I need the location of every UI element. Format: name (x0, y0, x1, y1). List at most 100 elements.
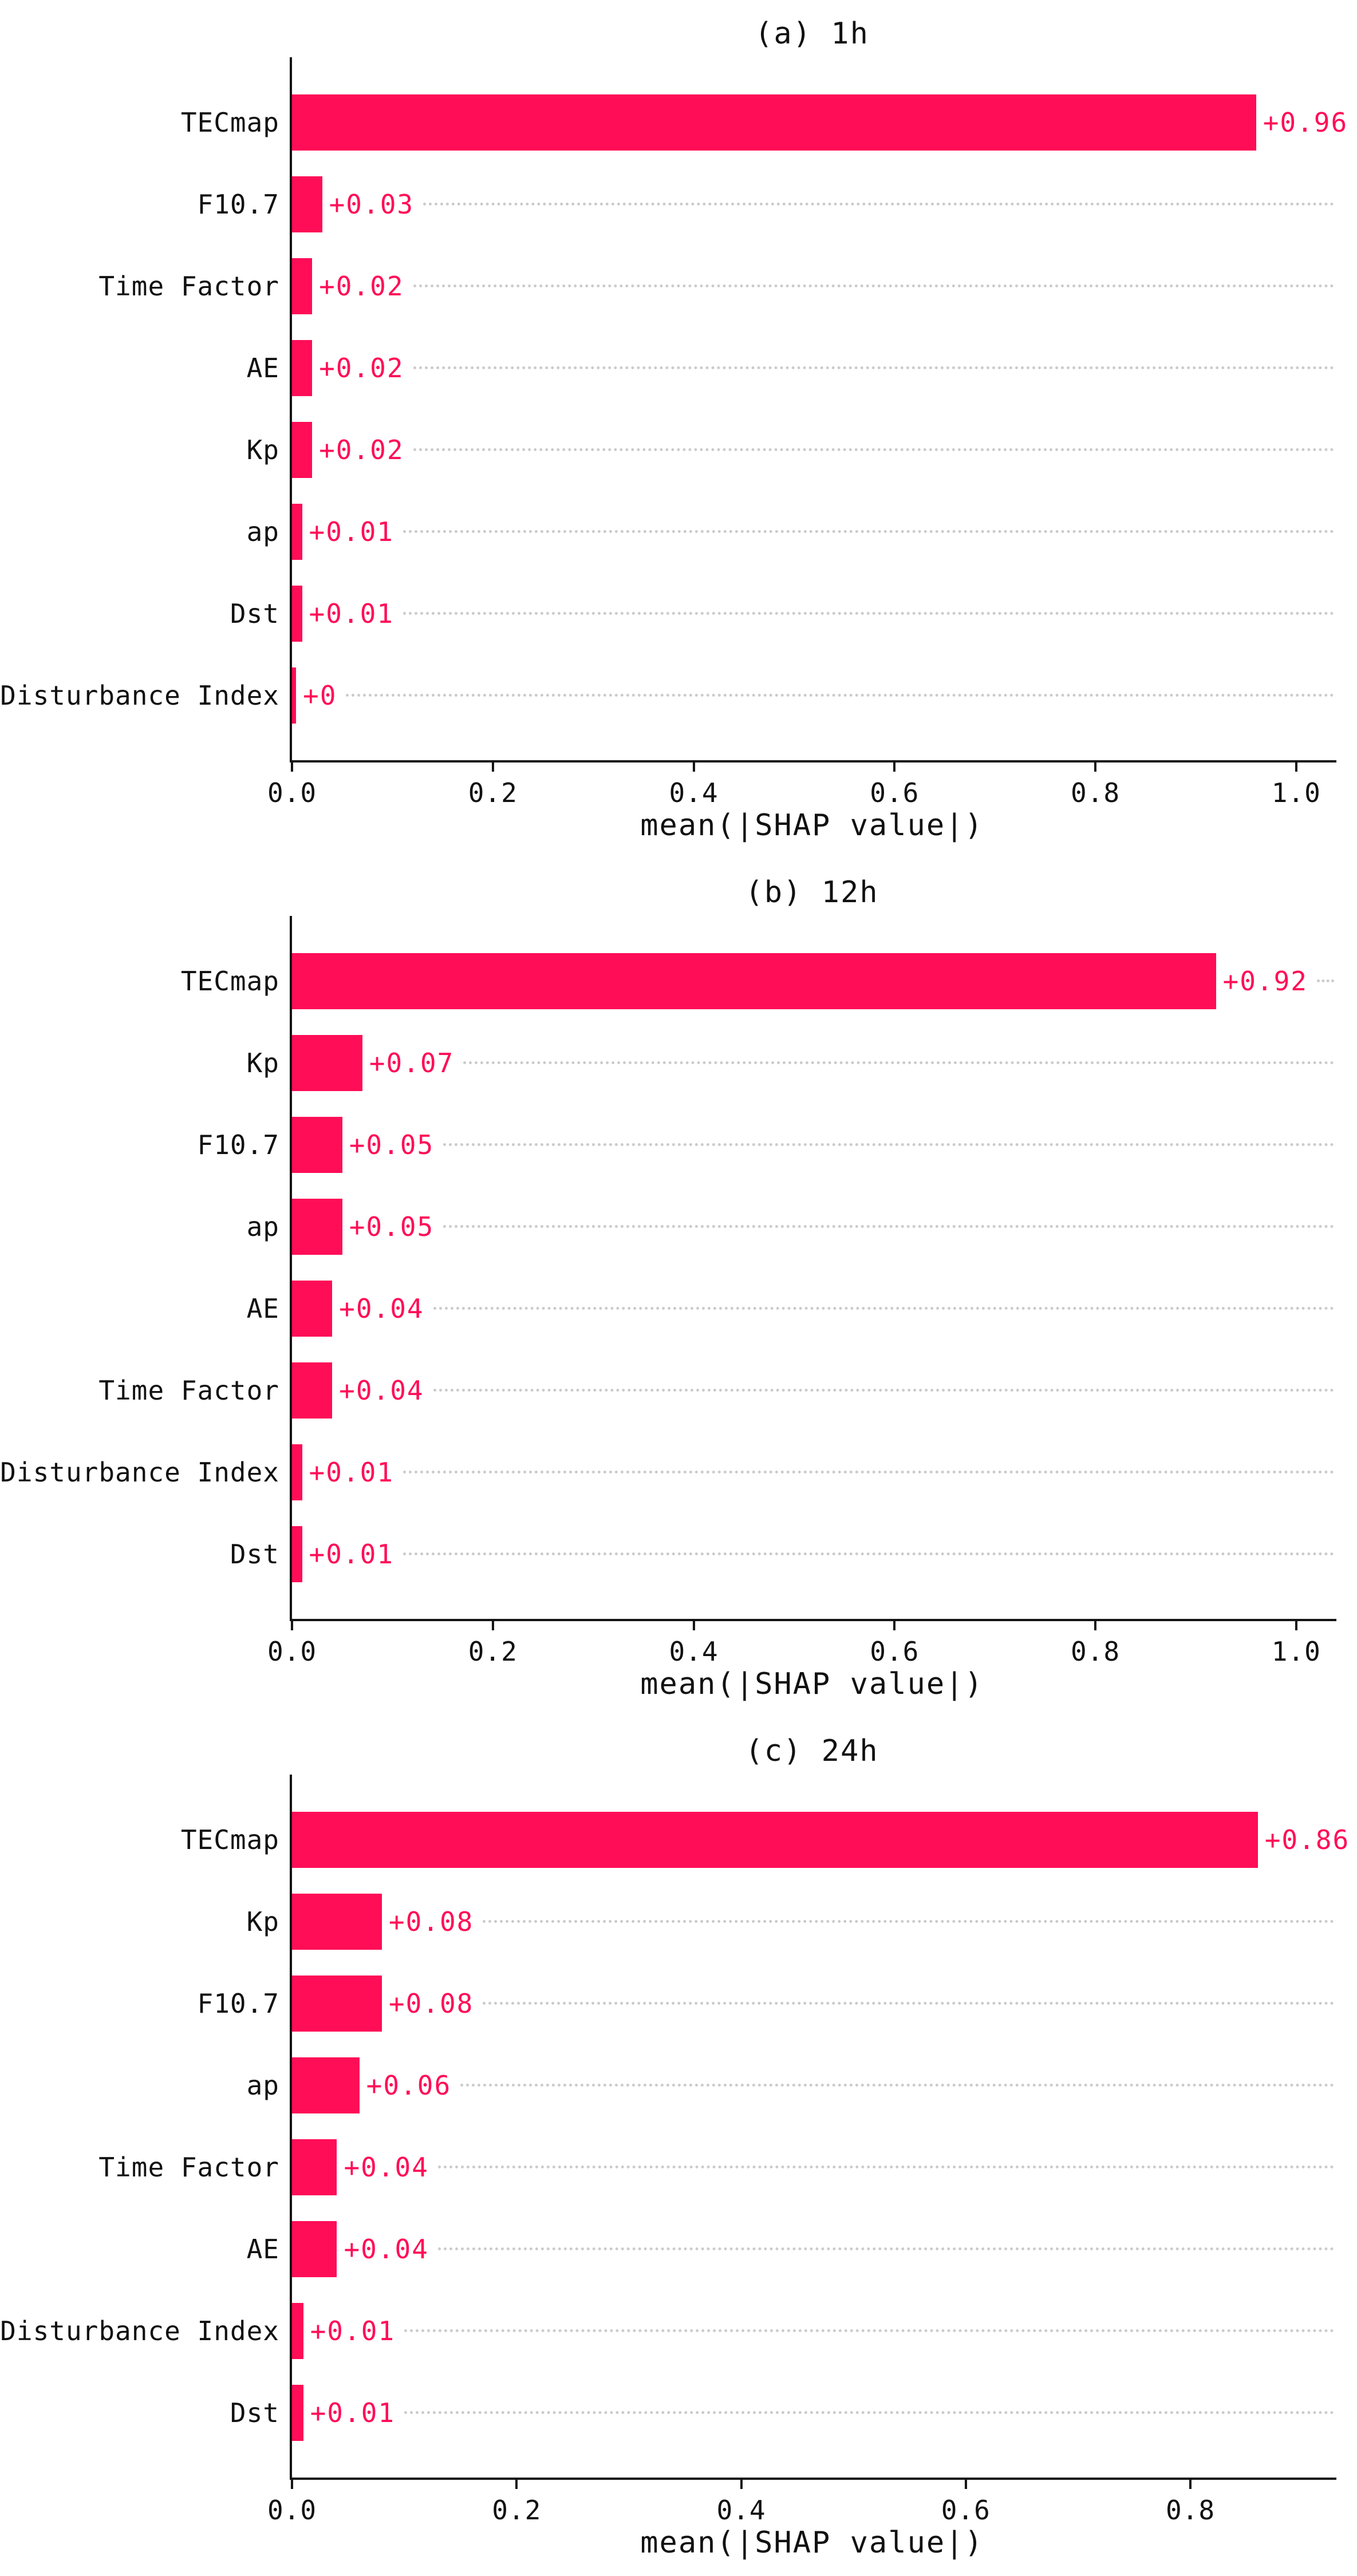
x-tick: 0.2 (492, 2478, 541, 2526)
category-label: Disturbance Index (0, 679, 279, 711)
bar-row: TECmap +0.96 (181, 81, 1347, 163)
value-label: +0.07 (369, 1047, 455, 1078)
x-tick-label: 1.0 (1271, 1636, 1321, 1667)
dotted-leader-line (413, 448, 1334, 451)
x-tick: 0.0 (267, 1619, 317, 1667)
bar-row: Disturbance Index +0 (0, 654, 1336, 736)
shap-bar (292, 1975, 382, 2032)
value-label: +0.01 (310, 2397, 396, 2428)
value-label: +0.01 (309, 1456, 395, 1488)
category-label: TECmap (180, 965, 279, 997)
value-label: +0.02 (319, 352, 404, 384)
category-label: TECmap (180, 1824, 279, 1855)
dotted-leader-line (483, 1920, 1334, 1923)
dotted-leader-line (433, 1307, 1334, 1310)
value-label: +0.04 (344, 2233, 429, 2265)
x-tick-mark (1094, 1619, 1097, 1630)
x-tick: 0.4 (669, 1619, 718, 1667)
value-label: +0.01 (309, 516, 395, 547)
chart-title: (c) 24h (745, 1734, 879, 1768)
category-label: ap (246, 516, 279, 547)
category-label: TECmap (180, 106, 279, 138)
dotted-leader-line (437, 2166, 1334, 2168)
bar-row: Time Factor +0.04 (98, 2126, 1336, 2208)
bar-row: Dst +0.01 (230, 572, 1336, 654)
shap-bar (292, 1198, 342, 1255)
category-label: AE (246, 352, 279, 384)
bar-row: TECmap +0.92 (181, 940, 1336, 1022)
x-tick-label: 1.0 (1271, 777, 1321, 808)
bar-row: F10.7 +0.05 (198, 1104, 1336, 1186)
shap-bar (292, 176, 322, 232)
bar-row: ap +0.05 (247, 1186, 1336, 1267)
shap-bar (292, 421, 313, 478)
x-axis-title: mean(|SHAP value|) (640, 2526, 984, 2560)
shap-bar (292, 585, 302, 642)
value-label: +0.08 (388, 1906, 474, 1937)
dotted-leader-line (404, 2411, 1334, 2414)
value-label: +0.08 (388, 1988, 474, 2019)
x-tick-label: 0.6 (941, 2495, 991, 2526)
category-label: F10.7 (197, 1129, 279, 1160)
x-tick: 0.0 (267, 760, 317, 808)
category-label: Kp (246, 434, 279, 465)
value-label: +0.01 (309, 598, 395, 629)
bar-row: Kp +0.07 (247, 1022, 1336, 1104)
shap-bar (292, 667, 296, 724)
category-label: ap (246, 2069, 279, 2101)
shap-bar (292, 1526, 302, 1582)
shap-bar (292, 339, 313, 396)
value-label: +0.01 (309, 1538, 395, 1570)
value-label: +0.04 (344, 2151, 429, 2183)
category-label: Kp (246, 1047, 279, 1078)
x-tick-label: 0.2 (468, 777, 518, 808)
value-label: +0.04 (339, 1293, 424, 1324)
bar-row: AE +0.04 (247, 1267, 1336, 1349)
shap-bar (292, 1811, 1258, 1868)
value-label: +0.05 (349, 1129, 435, 1160)
shap-bar (292, 1280, 333, 1337)
value-label: +0.03 (329, 188, 415, 220)
bar-row: AE +0.04 (247, 2208, 1336, 2290)
x-tick-mark (515, 2478, 518, 2489)
dotted-leader-line (423, 203, 1334, 206)
bar-row: Time Factor +0.04 (98, 1349, 1336, 1431)
x-tick-mark (1189, 2478, 1192, 2489)
x-tick: 0.8 (1166, 2478, 1215, 2526)
category-label: Time Factor (98, 2151, 279, 2183)
plot-area: TECmap +0.96 F10.7 +0.03 Time Factor +0.02 AE +… (0, 57, 1347, 808)
chart-title: (a) 1h (755, 17, 869, 51)
bar-row: Disturbance Index +0.01 (0, 2290, 1336, 2372)
dotted-leader-line (437, 2247, 1334, 2250)
x-tick-label: 0.2 (492, 2495, 542, 2526)
x-tick-mark (893, 1619, 896, 1630)
bar-row: Disturbance Index +0.01 (0, 1431, 1336, 1513)
x-tick: 0.4 (716, 2478, 766, 2526)
dotted-leader-line (413, 366, 1334, 369)
x-tick-mark (740, 2478, 743, 2489)
x-tick-label: 0.2 (468, 1636, 518, 1667)
category-label: Disturbance Index (0, 1456, 279, 1488)
chart-panel-b: (b) 12h TECmap +0.92 Kp +0.07 F10.7 +0.05 ap +0… (0, 859, 1357, 1717)
shap-bar (292, 2384, 303, 2441)
shap-bar (292, 2139, 337, 2195)
category-label: F10.7 (197, 1988, 279, 2019)
x-tick-label: 0.6 (870, 1636, 920, 1667)
shap-bar (292, 1116, 342, 1173)
x-tick-mark (491, 1619, 494, 1630)
dotted-leader-line (403, 1471, 1334, 1473)
plot-area: TECmap +0.92 Kp +0.07 F10.7 +0.05 ap +0.05 AE +0.… (0, 916, 1336, 1667)
x-tick-label: 0.8 (1165, 2495, 1216, 2526)
x-tick: 0.2 (468, 760, 518, 808)
value-label: +0.06 (366, 2069, 452, 2101)
dotted-leader-line (413, 285, 1334, 287)
x-tick-label: 0.4 (669, 777, 719, 808)
shap-bar (292, 1893, 382, 1950)
dotted-leader-line (403, 612, 1334, 615)
x-tick-mark (491, 760, 494, 772)
x-tick-mark (1295, 1619, 1297, 1630)
category-label: Dst (230, 1538, 279, 1570)
dotted-leader-line (443, 1225, 1334, 1228)
category-label: Time Factor (98, 1374, 279, 1406)
